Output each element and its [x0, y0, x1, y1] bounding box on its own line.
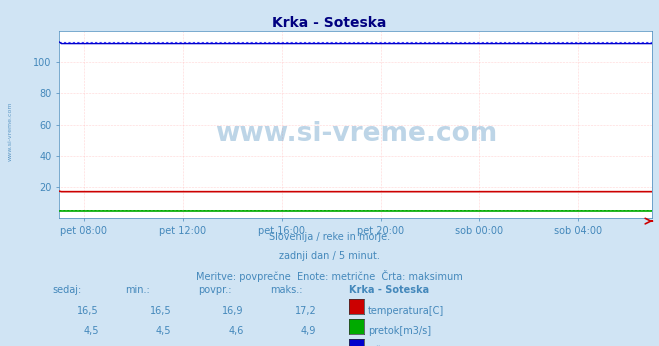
- Text: Krka - Soteska: Krka - Soteska: [349, 285, 430, 295]
- Text: min.:: min.:: [125, 285, 150, 295]
- Text: 16,5: 16,5: [77, 306, 99, 316]
- Text: temperatura[C]: temperatura[C]: [368, 306, 444, 316]
- Text: Slovenija / reke in morje.: Slovenija / reke in morje.: [269, 232, 390, 242]
- Text: pretok[m3/s]: pretok[m3/s]: [368, 326, 431, 336]
- Text: 16,5: 16,5: [150, 306, 171, 316]
- Text: 4,5: 4,5: [83, 326, 99, 336]
- Text: 17,2: 17,2: [295, 306, 316, 316]
- Text: 4,5: 4,5: [156, 326, 171, 336]
- Text: 16,9: 16,9: [222, 306, 244, 316]
- Text: maks.:: maks.:: [270, 285, 302, 295]
- Text: 4,9: 4,9: [301, 326, 316, 336]
- Text: povpr.:: povpr.:: [198, 285, 231, 295]
- Text: Krka - Soteska: Krka - Soteska: [272, 16, 387, 29]
- Text: www.si-vreme.com: www.si-vreme.com: [8, 102, 13, 161]
- Text: zadnji dan / 5 minut.: zadnji dan / 5 minut.: [279, 251, 380, 261]
- Text: Meritve: povprečne  Enote: metrične  Črta: maksimum: Meritve: povprečne Enote: metrične Črta:…: [196, 270, 463, 282]
- Text: www.si-vreme.com: www.si-vreme.com: [215, 121, 497, 147]
- Text: 4,6: 4,6: [229, 326, 244, 336]
- Text: sedaj:: sedaj:: [53, 285, 82, 295]
